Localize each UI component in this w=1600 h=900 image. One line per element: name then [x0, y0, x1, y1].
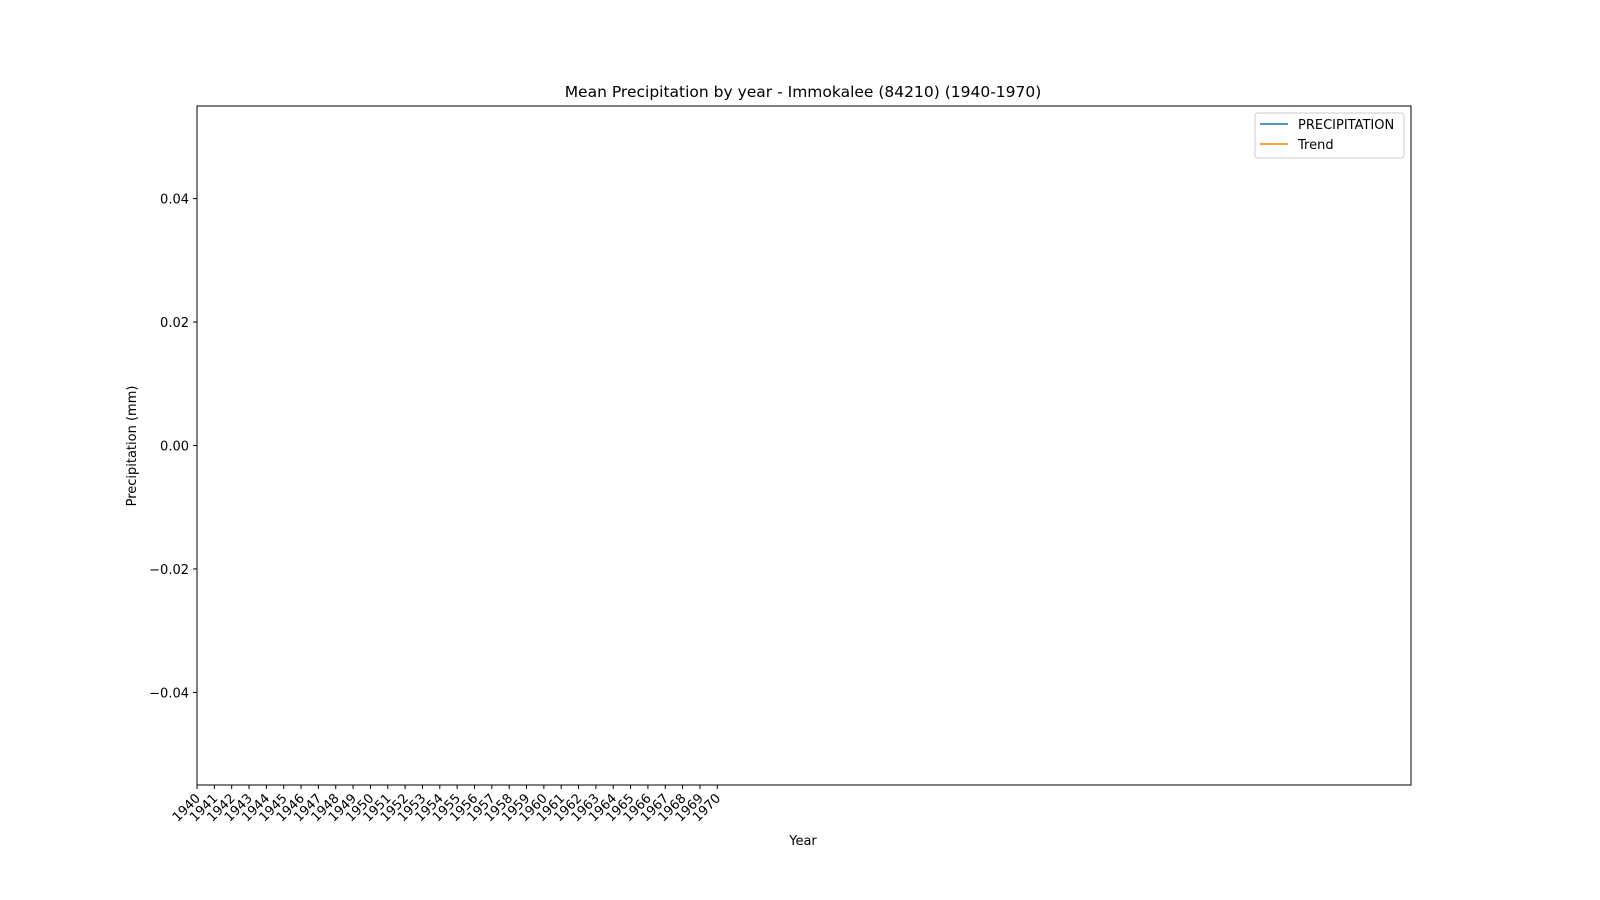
y-tick-label: 0.04 — [160, 193, 189, 208]
x-axis-label: Year — [788, 834, 817, 849]
legend-label: Trend — [1297, 138, 1334, 153]
chart-title: Mean Precipitation by year - Immokalee (… — [565, 83, 1042, 101]
legend-box — [1254, 112, 1405, 159]
y-tick-label: 0.02 — [160, 316, 189, 331]
y-tick-label: −0.02 — [149, 563, 189, 578]
y-axis-label: Precipitation (mm) — [125, 386, 140, 507]
y-tick-label: 0.00 — [160, 440, 189, 455]
legend-label: PRECIPITATION — [1298, 118, 1394, 133]
y-tick-label: −0.04 — [149, 686, 189, 701]
